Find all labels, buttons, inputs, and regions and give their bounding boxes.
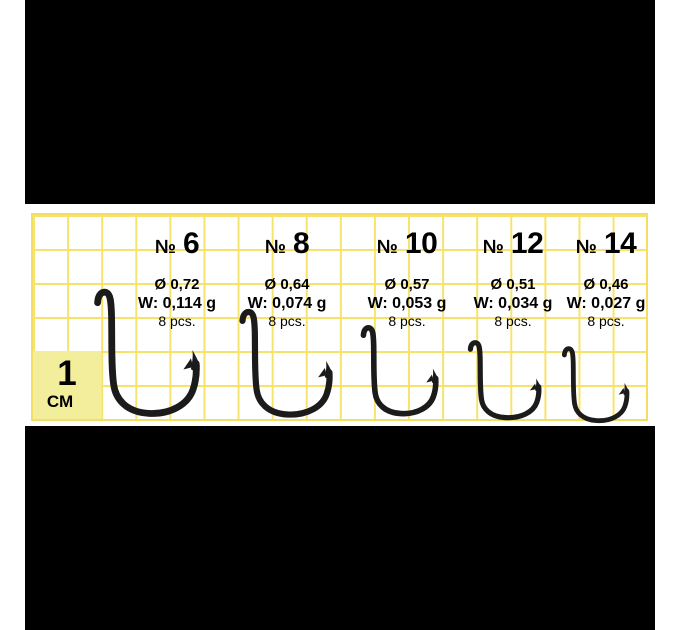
number-sign: № — [482, 237, 504, 258]
top-black-bar — [25, 0, 655, 204]
hook-column-14: № 14 Ø 0,46 W: 0,027 g 8 pcs. — [531, 229, 680, 330]
number-sign: № — [575, 237, 597, 258]
number-sign: № — [264, 237, 286, 258]
bottom-black-bar — [25, 426, 655, 630]
number-sign: № — [154, 237, 176, 258]
hook-specs: Ø 0,46 W: 0,027 g 8 pcs. — [531, 276, 680, 330]
scale-reference-cell: 1 СМ — [33, 351, 101, 419]
hook-size-label: № 14 — [575, 227, 637, 260]
scale-unit: СМ — [46, 392, 74, 411]
hook-weight: W: 0,027 g — [566, 295, 646, 312]
scale-value: 1 — [57, 354, 77, 393]
hook-diameter: Ø 0,46 — [583, 276, 629, 293]
number-sign: № — [376, 237, 398, 258]
hook-quantity: 8 pcs. — [587, 313, 625, 329]
